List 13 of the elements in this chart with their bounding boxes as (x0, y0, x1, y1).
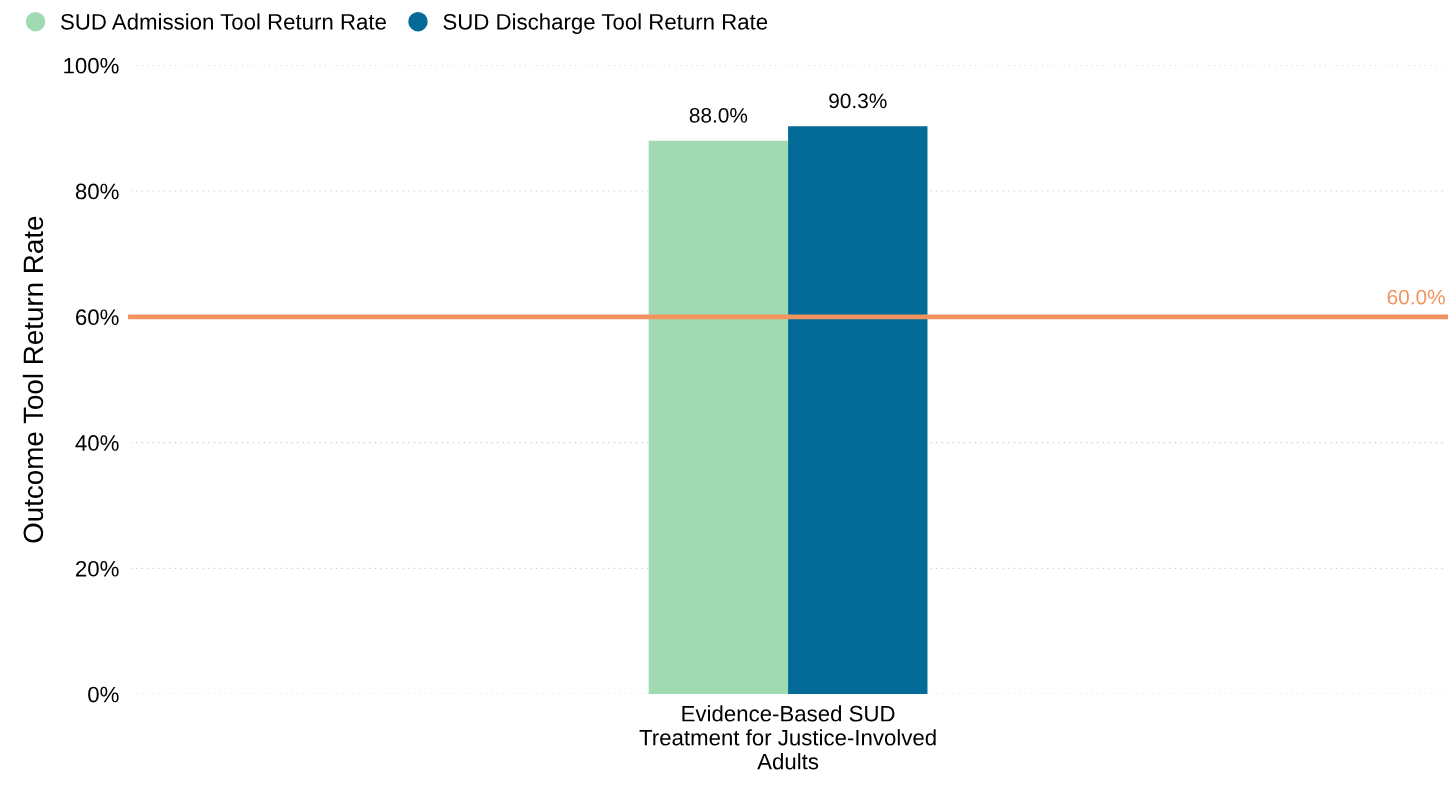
y-tick-label: 20% (76, 560, 119, 577)
y-tick-label: 40% (75, 435, 119, 451)
ref-line-label: 60.0% (1387, 289, 1445, 305)
y-tick-label: 60% (76, 309, 119, 326)
y-axis-title: Outcome Tool Return Rate (22, 216, 44, 543)
data-label: 88.0% (689, 107, 748, 123)
y-tick-label: 80% (75, 183, 119, 200)
y-tick-label: 100% (64, 57, 119, 74)
y-tick-label: 0% (88, 686, 119, 703)
x-tick-label: Evidence-Based SUD Treatment for Justice-Involved Adults (639, 705, 936, 770)
legend-label: SUD Discharge Tool Return Rate (443, 13, 768, 35)
legend-label: SUD Admission Tool Return Rate (61, 13, 386, 30)
data-label: 90.3% (829, 93, 887, 109)
